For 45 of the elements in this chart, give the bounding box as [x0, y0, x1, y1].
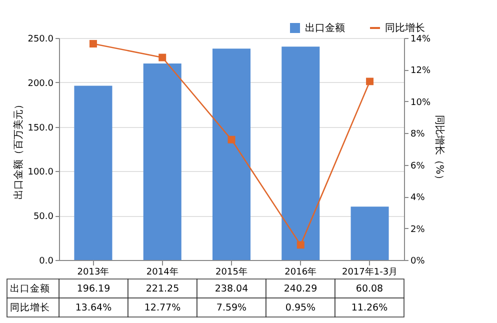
data-label: 0.95% [285, 302, 316, 314]
data-label: 12.77% [144, 302, 181, 314]
y2-tick-label: 6% [410, 161, 426, 172]
y-tick-label: 0.0 [39, 256, 54, 266]
point [89, 40, 97, 48]
point [228, 136, 236, 144]
bar [143, 64, 182, 260]
bar [282, 46, 320, 260]
y2-axis-title: 同比增长（%） [434, 114, 446, 184]
text: 出口金额 [10, 284, 50, 294]
bar [74, 86, 112, 260]
legend-label: 出口金额 [305, 22, 345, 34]
y-tick-label: 200.0 [28, 78, 54, 89]
y-tick-label: 50.0 [33, 212, 54, 222]
text: 同比增长 [10, 302, 50, 314]
y-tick-label: 150.0 [28, 123, 54, 134]
bar [212, 48, 251, 260]
x-tick-label: 2014年 [146, 266, 178, 278]
y2-tick-label: 2% [410, 224, 426, 235]
data-label: 60.08 [356, 284, 384, 294]
y-tick-label: 250.0 [28, 34, 54, 44]
y-tick-label: 100.0 [28, 168, 54, 178]
y2-tick-label: 8% [410, 130, 426, 140]
data-label: 221.25 [146, 284, 180, 294]
x-tick-label: 2015年 [216, 266, 248, 278]
data-label: 13.64% [75, 302, 112, 314]
y2-tick-label: 12% [410, 66, 431, 76]
y2-tick-label: 14% [410, 34, 431, 44]
legend-label: 同比增长 [385, 22, 425, 34]
y-axis-title: 出口金额（百万美元） [12, 100, 25, 200]
x-tick-label: 2016年 [284, 266, 317, 278]
y2-tick-label: 0% [410, 256, 426, 266]
x-tick-label: 2013年 [77, 266, 110, 278]
data-label: 240.29 [284, 284, 318, 294]
data-label: 11.26% [351, 302, 388, 314]
data-label: 238.04 [214, 284, 248, 294]
data-label: 7.59% [216, 302, 247, 314]
data-label: 196.19 [76, 284, 110, 294]
y2-tick-label: 10% [410, 98, 431, 108]
bar [350, 206, 389, 260]
x-tick-label: 2017年1-3月 [342, 266, 398, 278]
point [296, 241, 304, 249]
point [158, 54, 166, 62]
point [366, 78, 374, 86]
y2-tick-label: 4% [410, 193, 426, 204]
